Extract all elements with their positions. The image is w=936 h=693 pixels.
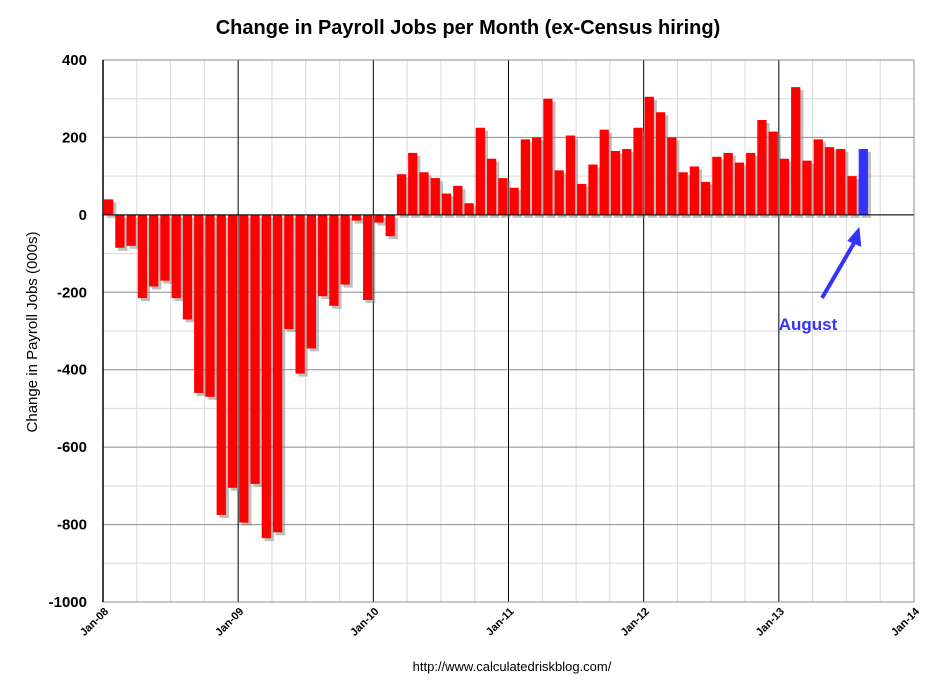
y-tick-label: 0	[79, 207, 87, 224]
bar	[577, 183, 587, 215]
bar	[802, 160, 812, 215]
bar	[396, 174, 407, 215]
bar	[329, 214, 339, 306]
bar	[453, 185, 463, 215]
bar	[205, 214, 215, 397]
bar	[216, 214, 226, 515]
bar	[723, 152, 733, 215]
bar	[768, 131, 778, 215]
bar	[700, 181, 711, 215]
grid-lines	[103, 60, 914, 602]
bar	[160, 214, 170, 281]
bar	[441, 193, 452, 215]
bar	[813, 139, 823, 215]
bar	[746, 152, 756, 215]
bar	[847, 176, 857, 215]
bar	[532, 137, 542, 215]
bar	[520, 139, 531, 215]
bar	[284, 214, 294, 330]
bar	[306, 214, 317, 349]
bar	[678, 172, 688, 215]
y-tick-label: 400	[62, 52, 87, 69]
bar	[385, 214, 395, 237]
y-tick-label: -600	[57, 439, 87, 456]
bar	[261, 214, 271, 539]
bar	[689, 166, 699, 215]
bar	[791, 87, 801, 215]
annotation-arrow-head	[847, 226, 862, 247]
y-axis-label: Change in Payroll Jobs (000s)	[24, 232, 41, 433]
bar	[498, 178, 508, 215]
bar	[475, 127, 485, 215]
bar	[239, 214, 249, 523]
bar	[250, 214, 260, 484]
bar	[318, 214, 328, 297]
bar	[126, 214, 136, 246]
bar	[836, 149, 846, 215]
bar	[824, 147, 835, 215]
bars	[104, 87, 871, 542]
bar	[599, 129, 609, 215]
bar	[272, 214, 283, 533]
y-tick-label: 200	[62, 129, 87, 146]
bar	[554, 170, 564, 215]
bar	[667, 137, 677, 215]
bar	[712, 156, 722, 215]
source-url: http://www.calculatedriskblog.com/	[413, 659, 612, 674]
bar	[115, 214, 125, 248]
bar	[171, 214, 181, 299]
bar	[565, 135, 576, 215]
y-tick-label: -400	[57, 362, 87, 379]
bar	[509, 187, 519, 215]
bar	[419, 172, 429, 215]
bar	[295, 214, 305, 374]
bar	[633, 127, 643, 215]
annotation-arrow-shaft	[820, 239, 858, 300]
bar	[194, 214, 204, 393]
bar	[779, 158, 790, 215]
annotation: August	[779, 226, 862, 334]
bar	[182, 214, 193, 320]
axes	[102, 59, 915, 603]
bar	[734, 162, 745, 215]
bar	[464, 203, 474, 215]
annotation-label: August	[779, 315, 838, 334]
y-tick-label: -200	[57, 284, 87, 301]
y-tick-label: -1000	[49, 594, 87, 611]
bar	[430, 178, 440, 215]
bar	[610, 150, 621, 215]
bar	[655, 112, 666, 215]
y-tick-labels: 400 200 0 -200 -400 -600 -800 -1000	[49, 52, 87, 611]
bar-shadow	[354, 217, 365, 224]
chart-title: Change in Payroll Jobs per Month (ex-Cen…	[216, 17, 721, 39]
bar	[622, 149, 632, 215]
bar	[588, 164, 598, 215]
bar	[644, 96, 654, 215]
bar	[149, 214, 159, 287]
bar	[137, 214, 148, 299]
bar	[374, 214, 384, 223]
bar	[363, 214, 373, 301]
bar	[351, 214, 362, 221]
bar	[543, 98, 553, 215]
bar	[340, 214, 350, 285]
bar	[757, 120, 767, 215]
y-tick-label: -800	[57, 517, 87, 534]
bar	[227, 214, 238, 488]
bar	[104, 199, 114, 215]
bar	[486, 158, 497, 215]
bar-highlight	[858, 149, 868, 215]
bar	[408, 152, 418, 215]
